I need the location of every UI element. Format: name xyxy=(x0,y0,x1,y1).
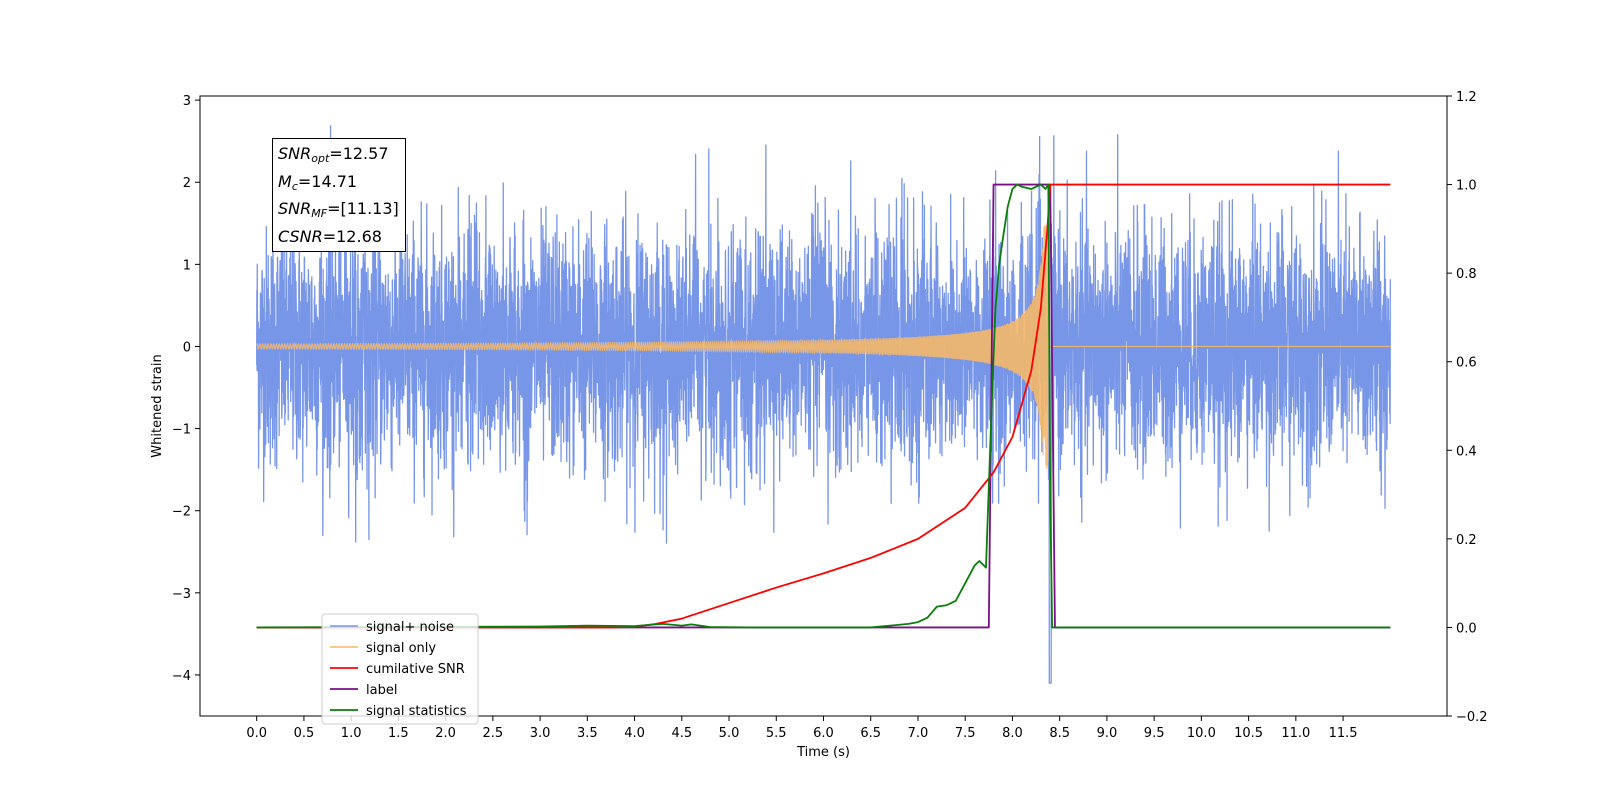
annotation-box: SNRopt=12.57 Mc=14.71 SNRMF=[11.13] CSNR… xyxy=(272,138,406,252)
y-left-tick-label: −1 xyxy=(172,423,191,438)
x-tick-label: 10.0 xyxy=(1187,726,1216,741)
y-left-tick-label: 2 xyxy=(183,176,191,191)
x-tick-label: 2.5 xyxy=(483,726,504,741)
y-axis-label: Whitened strain xyxy=(150,354,165,457)
legend-entry: signal statistics xyxy=(366,704,467,719)
x-tick-label: 2.0 xyxy=(435,726,456,741)
y-right-tick-label: 1.2 xyxy=(1456,90,1477,105)
y-left-tick-label: 1 xyxy=(183,258,191,273)
y-left-tick-label: 0 xyxy=(183,340,191,355)
axes: 0.0 0.5 1.0 1.5 2.0 2.5 3.0 3.5 4.0 4.5 5.0 5.5 6.0 6… xyxy=(150,90,1488,760)
annotation-snr-mf: SNRMF=[11.13] xyxy=(278,199,399,220)
x-tick-label: 1.0 xyxy=(341,726,362,741)
x-tick-label: 4.0 xyxy=(624,726,645,741)
y-left-tick-label: −4 xyxy=(172,669,191,684)
legend-entry: signal+ noise xyxy=(366,620,454,635)
y-left-tick-label: −2 xyxy=(172,505,191,520)
x-tick-label: 8.5 xyxy=(1049,726,1070,741)
x-tick-label: 8.0 xyxy=(1002,726,1023,741)
series-signal-only-line xyxy=(256,224,1391,469)
x-tick-label: 4.5 xyxy=(671,726,692,741)
x-tick-label: 11.5 xyxy=(1329,726,1358,741)
y-right-tick-label: 0.6 xyxy=(1456,356,1477,371)
x-tick-label: 11.0 xyxy=(1281,726,1310,741)
x-tick-label: 1.5 xyxy=(388,726,409,741)
legend-entry: signal only xyxy=(366,641,436,656)
y-right-tick-label: 0.8 xyxy=(1456,267,1477,282)
legend-box xyxy=(321,613,479,725)
y-left-tick-label: 3 xyxy=(183,94,191,109)
annotation-csnr: CSNR=12.68 xyxy=(278,226,382,246)
plot-area xyxy=(256,125,1391,684)
series-signal-statistics-line xyxy=(256,183,1391,629)
y-right-tick-label: 0.0 xyxy=(1456,621,1477,636)
y-right-tick-label: 0.4 xyxy=(1456,444,1477,459)
x-tick-label: 6.5 xyxy=(860,726,881,741)
x-tick-label: 6.0 xyxy=(813,726,834,741)
x-tick-label: 3.0 xyxy=(530,726,551,741)
annotation-mc: Mc=14.71 xyxy=(278,171,358,193)
y-right-tick-label: −0.2 xyxy=(1456,710,1488,725)
x-tick-label: 7.0 xyxy=(908,726,929,741)
annotation-snr-opt: SNRopt=12.57 xyxy=(278,144,389,165)
series-signal-noise-line xyxy=(256,125,1391,684)
x-tick-label: 5.5 xyxy=(766,726,787,741)
y-right-tick-label: 1.0 xyxy=(1456,179,1477,194)
x-tick-label: 10.5 xyxy=(1234,726,1263,741)
legend: signal+ noise signal only cumilative SNR la… xyxy=(321,613,479,725)
y-left-tick-label: −3 xyxy=(172,587,191,602)
x-tick-label: 0.0 xyxy=(246,726,267,741)
legend-entry: label xyxy=(366,683,397,698)
legend-entry: cumilative SNR xyxy=(366,662,465,677)
x-tick-label: 9.5 xyxy=(1144,726,1165,741)
x-tick-label: 9.0 xyxy=(1097,726,1118,741)
x-axis-label: Time (s) xyxy=(796,745,850,760)
y-right-tick-label: 0.2 xyxy=(1456,533,1477,548)
x-tick-label: 5.0 xyxy=(719,726,740,741)
x-tick-label: 3.5 xyxy=(577,726,598,741)
x-tick-label: 7.5 xyxy=(955,726,976,741)
x-tick-label: 0.5 xyxy=(294,726,315,741)
